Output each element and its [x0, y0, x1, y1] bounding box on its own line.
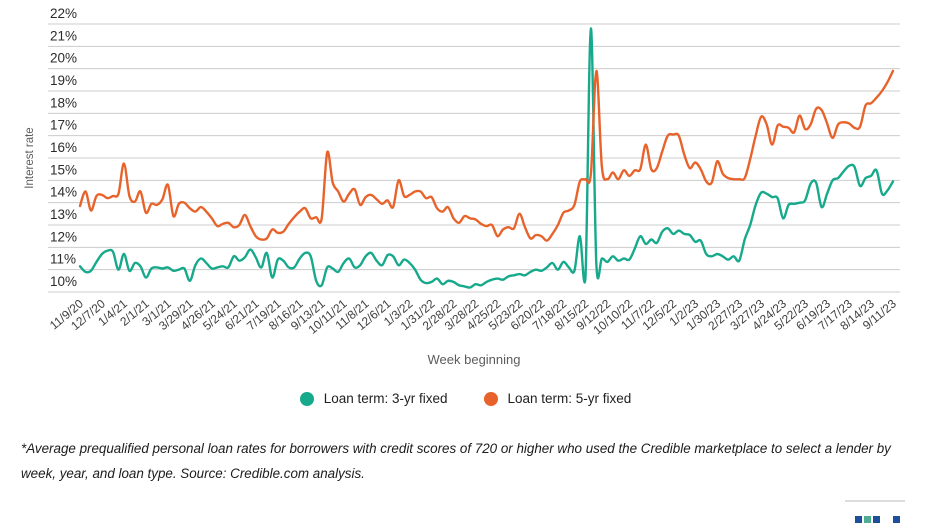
y-tick-label: 16% [50, 140, 77, 155]
loan-rates-chart: Interest rate Week beginning 22% 21% 20% 19… [24, 6, 900, 367]
legend-dot-5yr-icon [483, 391, 498, 406]
legend-label-3yr: Loan term: 3-yr fixed [323, 391, 448, 406]
x-tick-labels-group: 11/9/2012/7/201/4/212/1/213/1/213/29/214… [47, 296, 899, 337]
series-line-3yr [78, 27, 895, 289]
y-tick-label: 18% [50, 95, 77, 110]
legend-item-3yr: Loan term: 3-yr fixed [299, 391, 448, 406]
y-tick-label: 10% [50, 274, 77, 289]
series-lines-group [78, 27, 895, 289]
section-divider-line [845, 500, 905, 502]
y-axis-title: Interest rate [24, 127, 36, 188]
y-tick-label: 11% [50, 252, 76, 267]
legend-item-5yr: Loan term: 5-yr fixed [483, 391, 632, 406]
logo-bar-icon [873, 516, 880, 523]
y-tick-label: 20% [50, 51, 77, 66]
y-tick-label: 22% [50, 6, 77, 21]
legend-dot-3yr-icon [299, 391, 314, 406]
x-axis-title: Week beginning [428, 352, 521, 367]
y-tick-label: 17% [50, 118, 77, 133]
logo-bar-icon [864, 516, 871, 523]
legend-label-5yr: Loan term: 5-yr fixed [507, 391, 632, 406]
y-tick-label: 19% [50, 73, 77, 88]
footnote-text: *Average prequalified personal loan rate… [21, 441, 891, 481]
y-tick-label: 12% [50, 229, 77, 244]
y-tick-label: 13% [50, 207, 77, 222]
y-tick-label: 14% [50, 185, 77, 200]
series-line-5yr [78, 69, 895, 242]
chart-legend: Loan term: 3-yr fixed Loan term: 5-yr fi… [0, 391, 931, 406]
y-tick-label: 21% [50, 28, 77, 43]
gridlines-group: 22% 21% 20% 19% 18% 17% 16% 15% 14% 13% 12% 11% 10% [48, 6, 900, 293]
y-tick-label: 15% [50, 162, 77, 177]
chart-canvas: Interest rate Week beginning 22% 21% 20% 19… [24, 6, 900, 367]
logo-bar-icon [893, 516, 900, 523]
logo-bar-icon [855, 516, 862, 523]
